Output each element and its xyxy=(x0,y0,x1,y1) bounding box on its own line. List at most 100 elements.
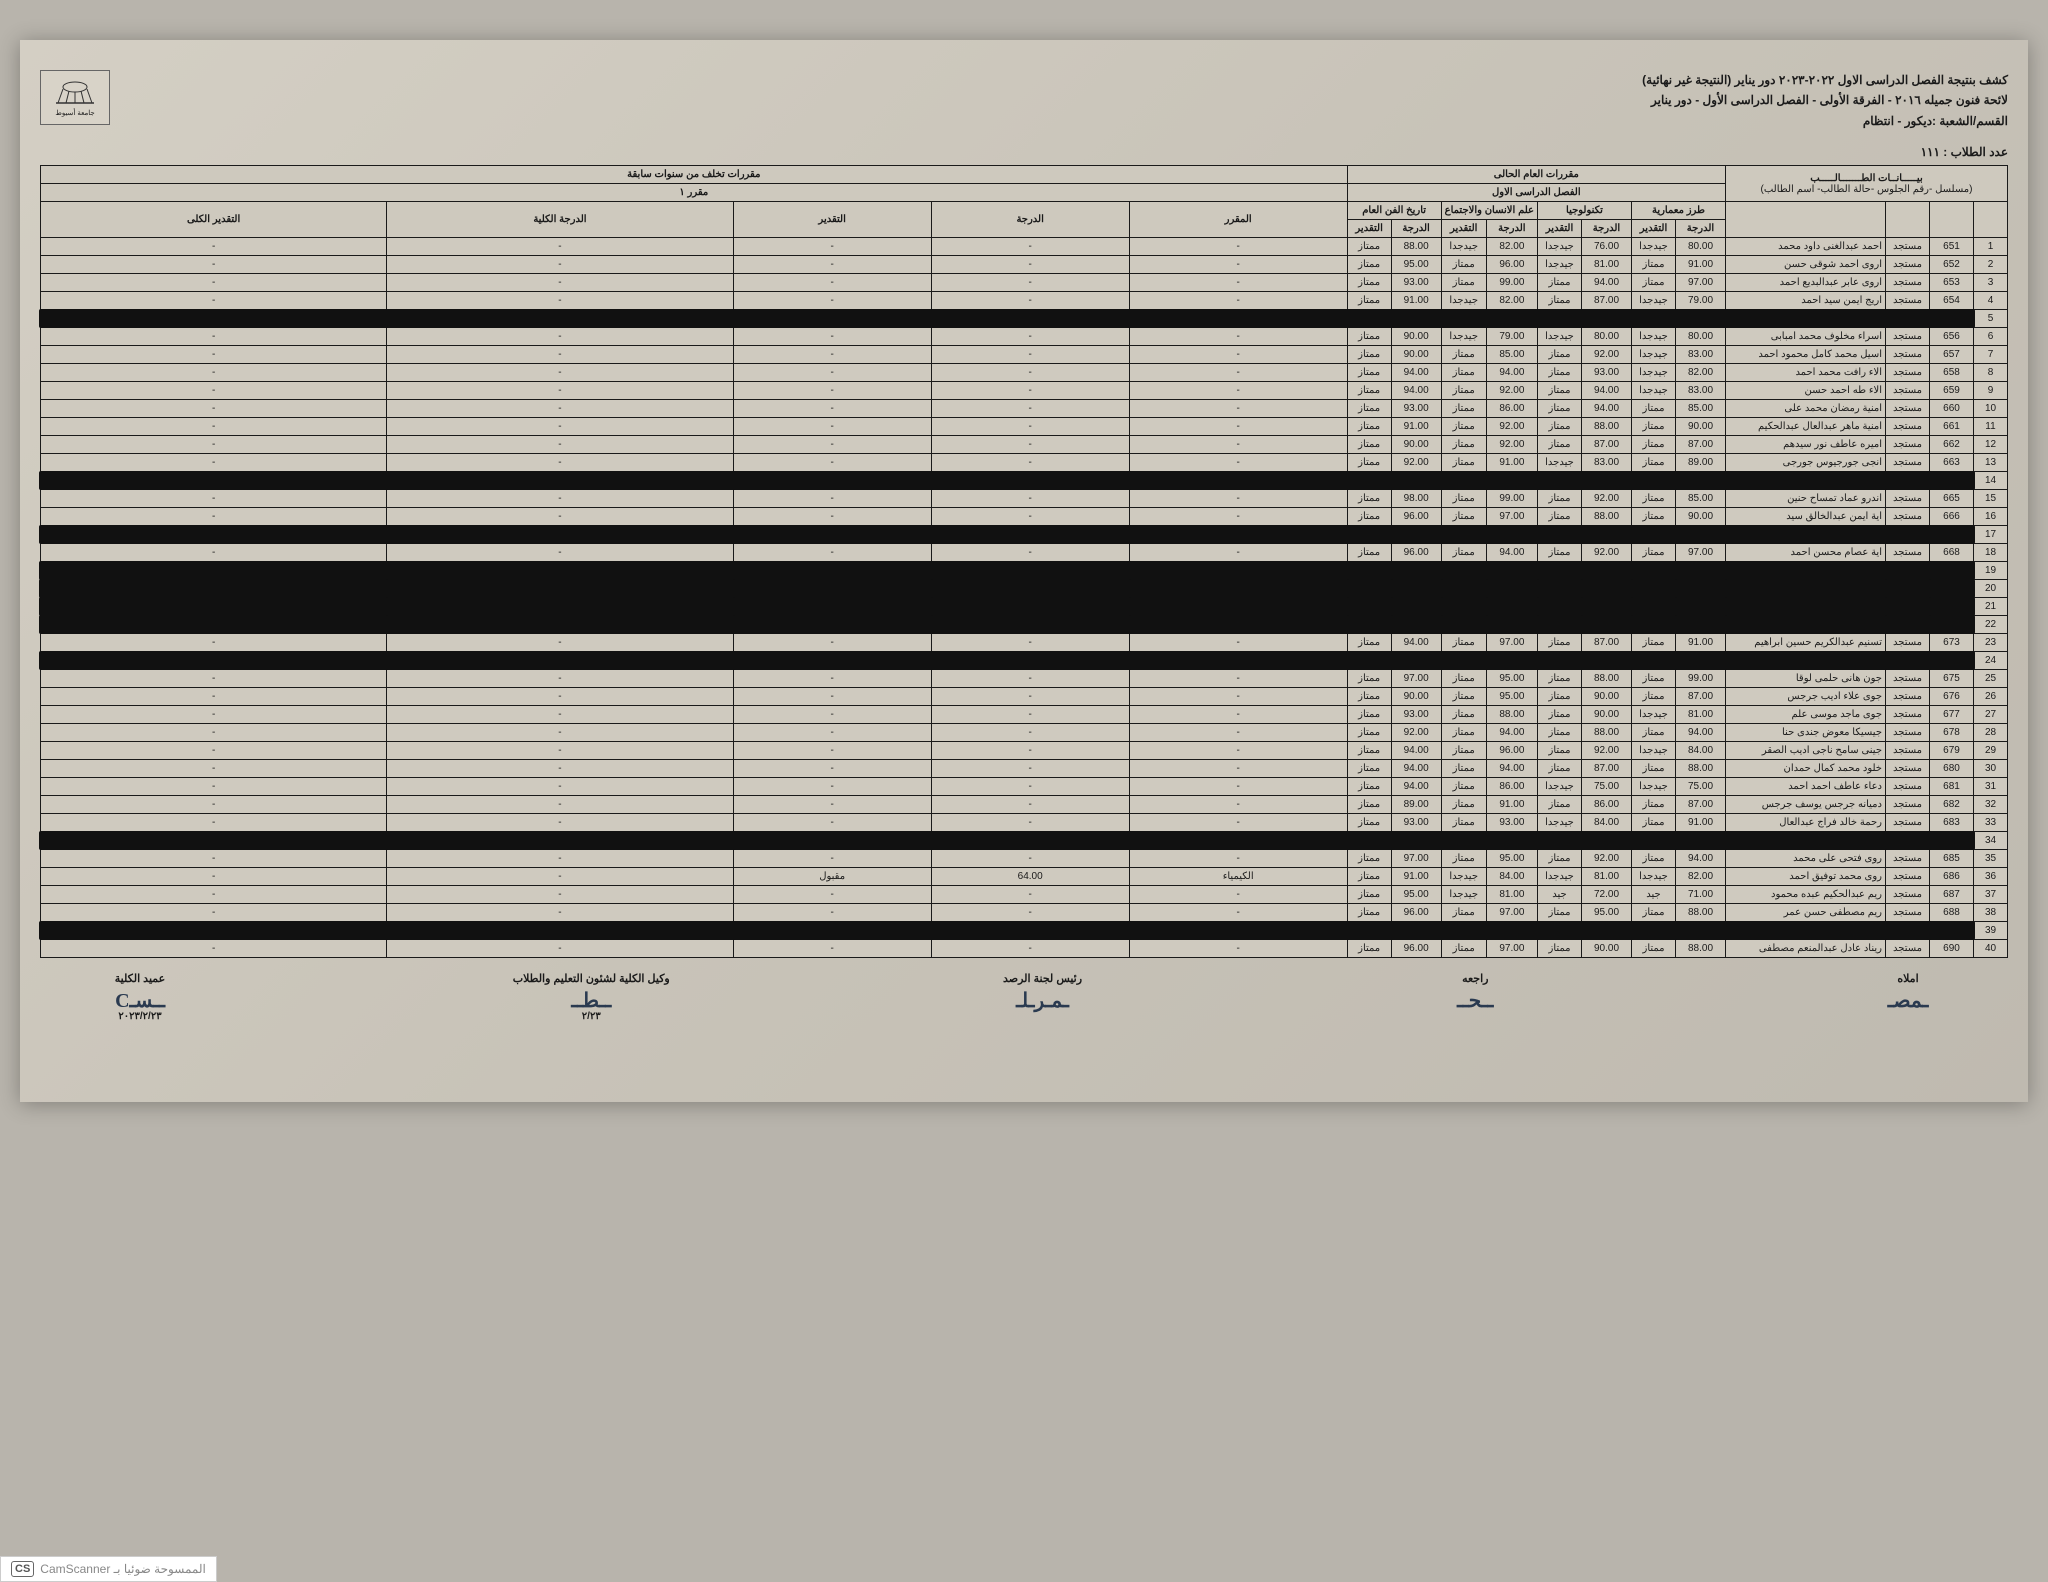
table-cell: ممتاز xyxy=(1347,274,1391,292)
table-cell: دعاء عاطف احمد احمد xyxy=(1726,778,1886,796)
table-cell: ممتاز xyxy=(1632,508,1676,526)
table-cell: 97.00 xyxy=(1486,634,1537,652)
table-cell: - xyxy=(1129,670,1347,688)
table-cell xyxy=(1632,598,1676,616)
table-cell: - xyxy=(931,238,1129,256)
table-cell: 87.00 xyxy=(1582,436,1632,454)
table-cell: - xyxy=(1129,688,1347,706)
table-cell xyxy=(1538,598,1582,616)
table-cell xyxy=(1347,472,1391,490)
table-cell: 686 xyxy=(1930,868,1974,886)
table-cell: 92.00 xyxy=(1582,490,1632,508)
table-cell: - xyxy=(41,418,387,436)
table-cell: - xyxy=(387,922,733,940)
table-cell: - xyxy=(733,724,931,742)
table-cell: - xyxy=(733,706,931,724)
table-cell: - xyxy=(733,544,931,562)
table-row: 13663مستجدانجى جورجيوس جورجى89.00ممتاز83… xyxy=(41,454,2008,472)
table-cell: ممتاز xyxy=(1632,256,1676,274)
table-cell: ممتاز xyxy=(1538,670,1582,688)
table-cell: 90.00 xyxy=(1391,346,1441,364)
table-cell: - xyxy=(733,616,931,634)
table-cell: 82.00 xyxy=(1486,238,1537,256)
table-cell: ممتاز xyxy=(1538,400,1582,418)
table-cell xyxy=(1391,310,1441,328)
table-cell: - xyxy=(387,868,733,886)
table-row: 9659مستجدالاء طه احمد حسن83.00جيدجدا94.0… xyxy=(41,382,2008,400)
table-cell xyxy=(1347,310,1391,328)
table-cell: جيدجدا xyxy=(1538,868,1582,886)
table-cell: 27 xyxy=(1974,706,2008,724)
th-semester-1: الفصل الدراسى الاول xyxy=(1347,184,1725,202)
table-cell: - xyxy=(733,292,931,310)
table-cell: 678 xyxy=(1930,724,1974,742)
signature-row: املاه ـمصـ راجعه ــحــ رئيس لجنة الرصد ـ… xyxy=(40,972,2008,1022)
sig-role-3: وكيل الكلية لشئون التعليم والطلاب ــطــ … xyxy=(513,972,670,1022)
table-cell: - xyxy=(931,634,1129,652)
table-cell xyxy=(1441,310,1486,328)
table-cell xyxy=(1391,472,1441,490)
table-cell: ممتاز xyxy=(1347,706,1391,724)
table-cell: 24 xyxy=(1974,652,2008,670)
table-cell xyxy=(1676,580,1726,598)
table-cell: مستجد xyxy=(1886,634,1930,652)
table-cell xyxy=(1676,310,1726,328)
table-cell xyxy=(1930,652,1974,670)
table-cell xyxy=(1347,832,1391,850)
table-cell: - xyxy=(1129,328,1347,346)
table-cell xyxy=(1347,598,1391,616)
header: كشف بنتيجة الفصل الدراسى الاول ٢٠٢٢-٢٠٢٣… xyxy=(40,70,2008,131)
table-cell xyxy=(1391,832,1441,850)
table-cell: 87.00 xyxy=(1676,436,1726,454)
table-cell xyxy=(1632,472,1676,490)
table-cell: - xyxy=(41,850,387,868)
table-cell: ممتاز xyxy=(1538,688,1582,706)
table-cell: 94.00 xyxy=(1676,724,1726,742)
table-cell: - xyxy=(387,904,733,922)
table-cell: 84.00 xyxy=(1582,814,1632,832)
table-cell: 97.00 xyxy=(1391,850,1441,868)
table-cell: - xyxy=(1129,886,1347,904)
table-cell: 92.00 xyxy=(1486,382,1537,400)
table-cell: ممتاز xyxy=(1347,454,1391,472)
table-cell: - xyxy=(1129,274,1347,292)
table-body: 1651مستجداحمد عبدالغنى داود محمد80.00جيد… xyxy=(41,238,2008,958)
table-cell: - xyxy=(1129,310,1347,328)
table-cell: - xyxy=(41,472,387,490)
sig-label: وكيل الكلية لشئون التعليم والطلاب xyxy=(513,972,670,985)
table-cell: - xyxy=(931,688,1129,706)
table-cell: 85.00 xyxy=(1676,490,1726,508)
table-cell: 79.00 xyxy=(1676,292,1726,310)
table-cell: 98.00 xyxy=(1391,490,1441,508)
table-cell: 90.00 xyxy=(1391,328,1441,346)
table-cell: 33 xyxy=(1974,814,2008,832)
table-cell: جيدجدا xyxy=(1632,364,1676,382)
table-cell: - xyxy=(1129,778,1347,796)
table-cell: - xyxy=(733,490,931,508)
table-cell: مستجد xyxy=(1886,256,1930,274)
table-cell xyxy=(1538,526,1582,544)
camscanner-watermark: CS CamScanner الممسوحة ضوئيا بـ xyxy=(0,1556,217,1582)
table-cell: 679 xyxy=(1930,742,1974,760)
table-cell: ممتاز xyxy=(1632,850,1676,868)
table-cell: ممتاز xyxy=(1441,814,1486,832)
table-cell: ممتاز xyxy=(1632,274,1676,292)
table-cell: مستجد xyxy=(1886,742,1930,760)
table-cell: - xyxy=(931,742,1129,760)
table-cell: مستجد xyxy=(1886,688,1930,706)
table-cell: ممتاز xyxy=(1347,940,1391,958)
table-cell: - xyxy=(387,490,733,508)
table-cell: ممتاز xyxy=(1632,760,1676,778)
table-cell: ممتاز xyxy=(1347,814,1391,832)
table-cell: مستجد xyxy=(1886,760,1930,778)
table-cell: 652 xyxy=(1930,256,1974,274)
table-cell: 81.00 xyxy=(1582,868,1632,886)
table-row: 21----- xyxy=(41,598,2008,616)
table-cell xyxy=(1538,922,1582,940)
table-cell: ممتاز xyxy=(1347,904,1391,922)
table-cell: تسنيم عبدالكريم حسين ابراهيم xyxy=(1726,634,1886,652)
table-cell: ريم عبدالحكيم عبده محمود xyxy=(1726,886,1886,904)
table-row: 16666مستجداية ايمن عبدالخالق سيد90.00ممت… xyxy=(41,508,2008,526)
table-cell: جيدجدا xyxy=(1632,328,1676,346)
table-cell xyxy=(1538,652,1582,670)
